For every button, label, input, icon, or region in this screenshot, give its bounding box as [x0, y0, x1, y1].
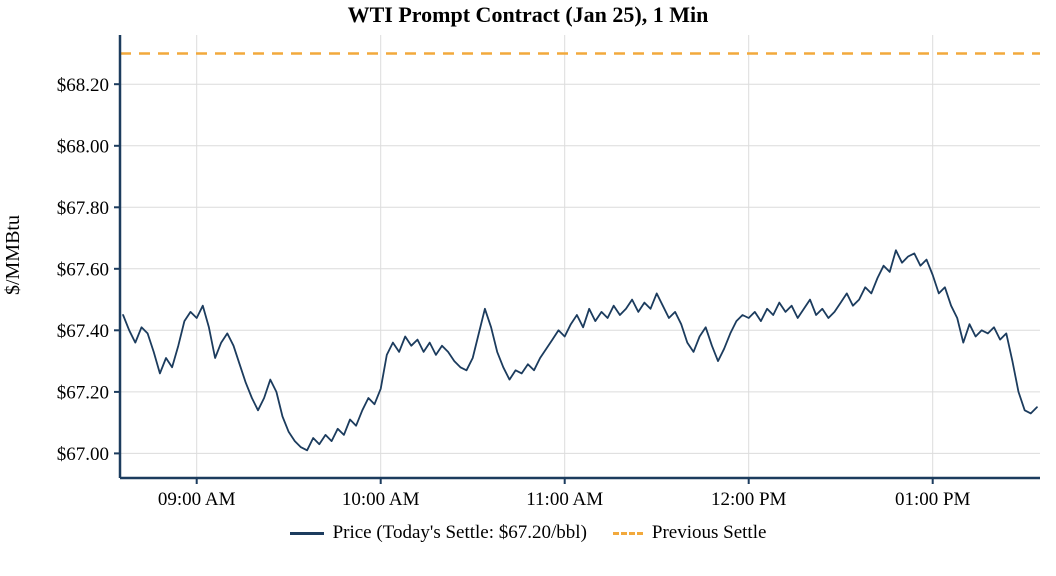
legend-item-price: Price (Today's Settle: $67.20/bbl): [289, 522, 587, 544]
y-tick-label: $67.00: [57, 444, 109, 465]
y-tick-label: $67.20: [57, 383, 109, 404]
previous-settle-line-sample: [612, 531, 643, 535]
chart-title: WTI Prompt Contract (Jan 25), 1 Min: [347, 2, 709, 27]
price-chart-plot: $67.00 $67.20 $67.40 $67.60 $67.80 $68.00 $68.…: [57, 35, 1040, 510]
x-tick-label: 11:00 AM: [526, 489, 603, 510]
y-tick-label: $68.00: [57, 136, 109, 157]
legend-label-price: Price (Today's Settle: $67.20/bbl): [332, 522, 587, 543]
chart-legend: Price (Today's Settle: $67.20/bbl) Previ…: [0, 522, 1056, 544]
y-tick-label: $67.60: [57, 259, 109, 280]
y-tick-label: $67.80: [57, 198, 109, 219]
x-tick-label: 12:00 PM: [711, 489, 787, 510]
y-tick-label: $67.40: [57, 321, 109, 342]
x-tick-label: 10:00 AM: [342, 489, 420, 510]
price-line-sample: [289, 531, 324, 535]
legend-item-previous-settle: Previous Settle: [612, 522, 767, 544]
legend-label-previous-settle: Previous Settle: [651, 522, 767, 543]
x-tick-label: 09:00 AM: [158, 489, 236, 510]
price-line: [122, 249, 1038, 452]
y-tick-label: $68.20: [57, 75, 109, 96]
x-tick-label: 01:00 PM: [895, 489, 971, 510]
